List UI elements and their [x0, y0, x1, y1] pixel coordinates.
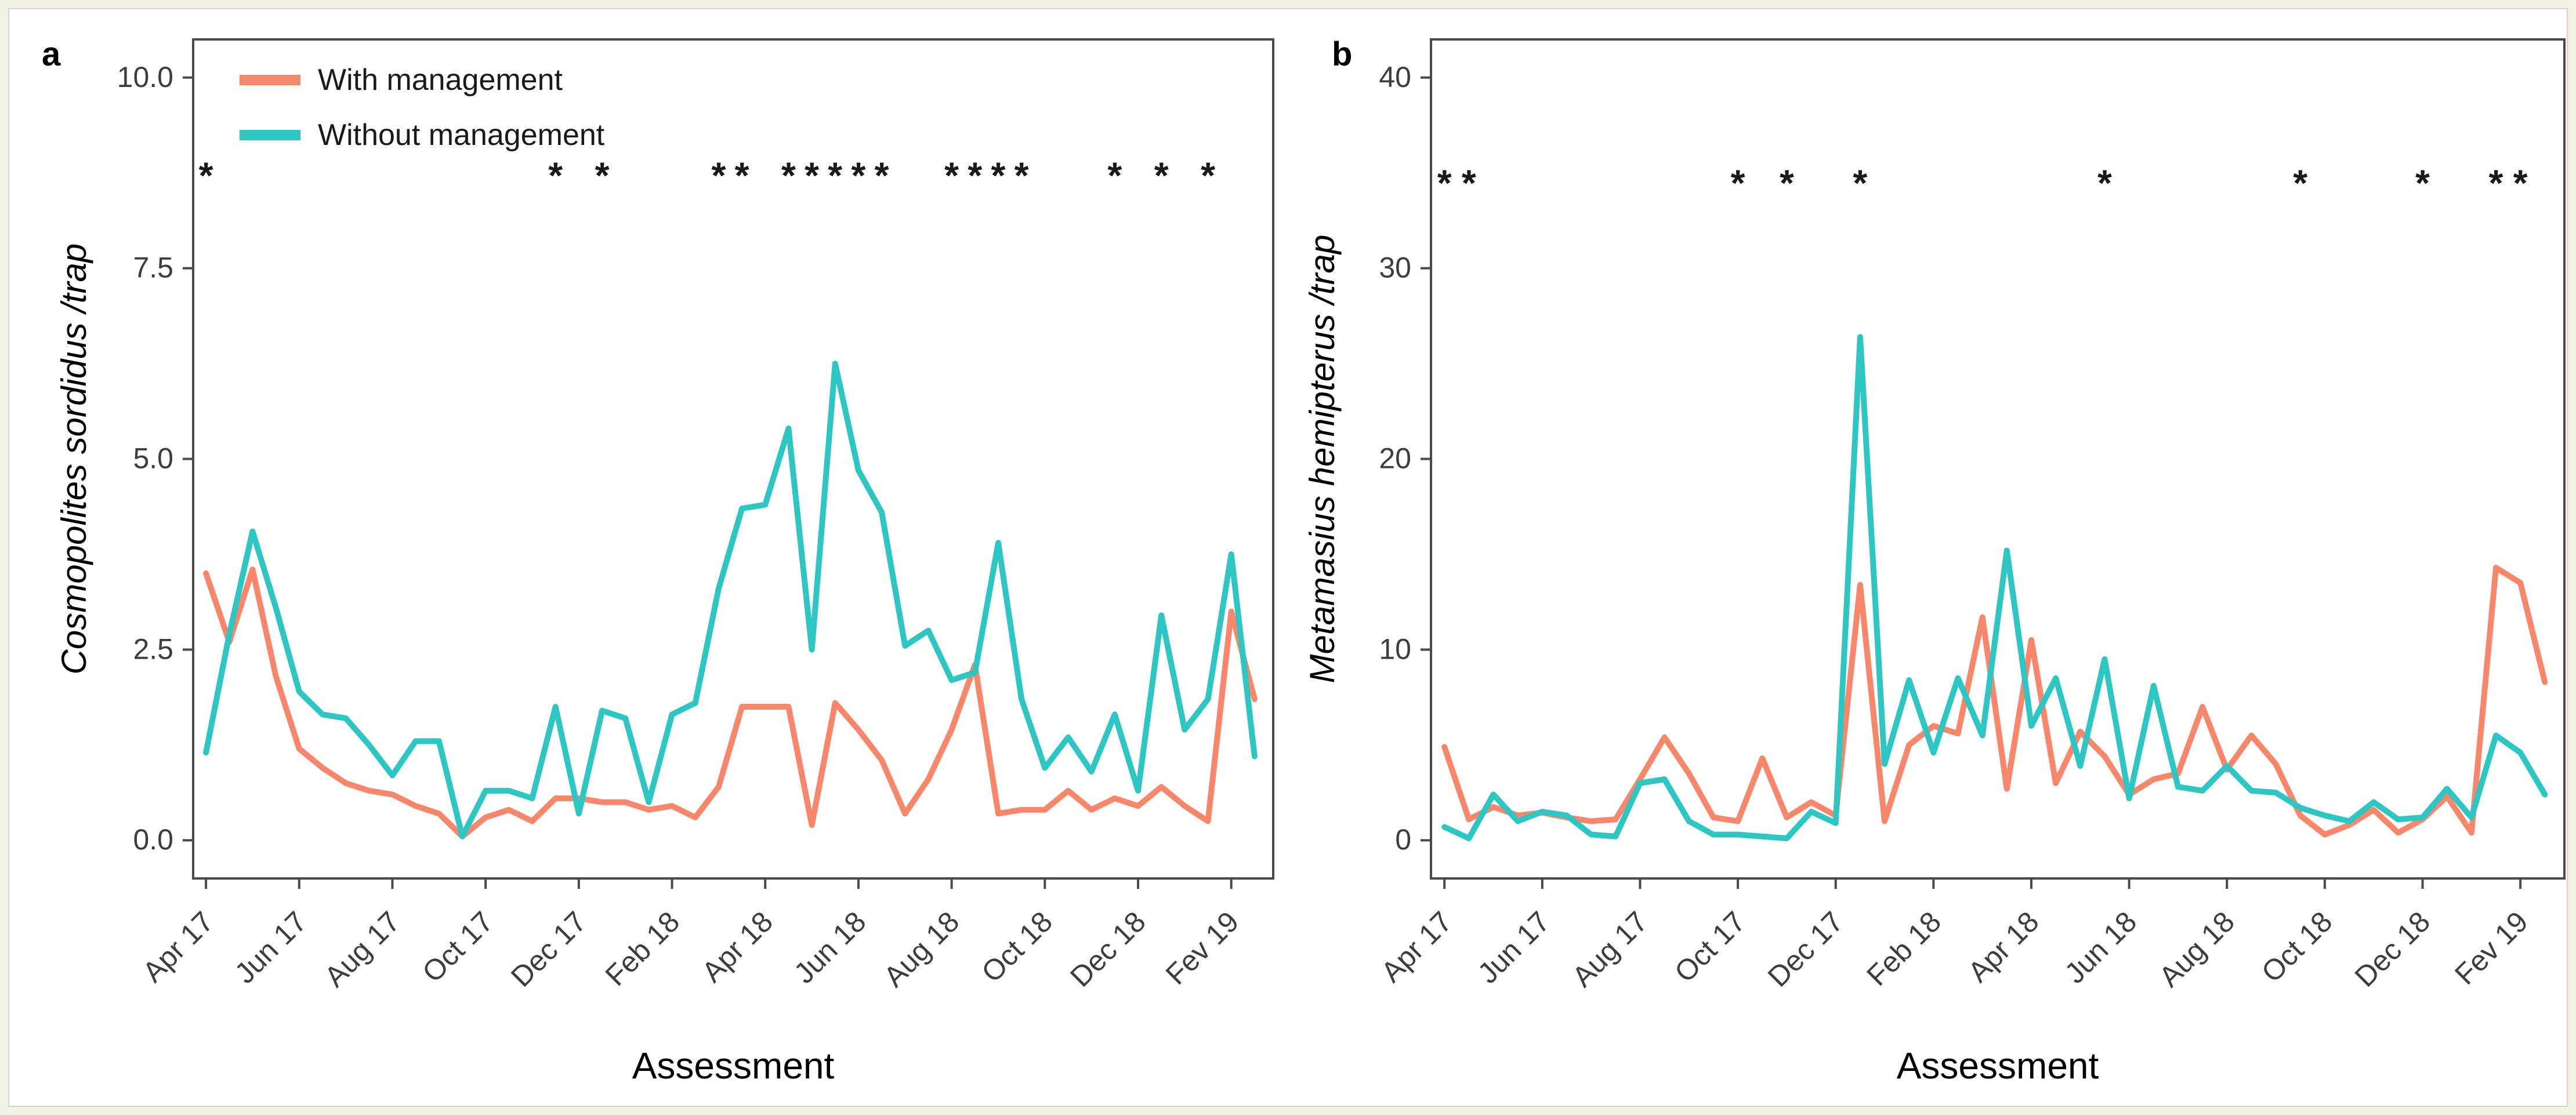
x-tick-label: Feb 18 — [599, 905, 686, 992]
significance-asterisk: * — [548, 155, 563, 197]
significance-asterisk: * — [875, 155, 889, 197]
x-tick-label: Dec 17 — [1762, 905, 1850, 993]
legend-label: With management — [318, 63, 563, 97]
x-tick-label: Aug 17 — [318, 905, 407, 993]
x-tick-label: Dec 17 — [505, 905, 593, 993]
x-tick-label: Jun 17 — [229, 905, 313, 990]
y-axis-title: Metamasius hemipterus /trap — [1303, 235, 1342, 684]
series-line-without-management — [203, 361, 1258, 840]
x-tick-label: Aug 17 — [1566, 905, 1654, 993]
y-tick-label: 10.0 — [117, 61, 173, 93]
significance-asterisk: * — [968, 155, 982, 197]
x-tick-label: Apr 18 — [1962, 905, 2045, 989]
significance-asterisk: * — [2415, 162, 2430, 204]
significance-asterisk: * — [944, 155, 959, 197]
x-tick-label: Aug 18 — [2153, 905, 2241, 993]
x-tick-label: Apr 18 — [695, 905, 779, 989]
legend-label: Without management — [318, 118, 605, 152]
significance-asterisk: * — [1437, 162, 1452, 204]
significance-asterisk: * — [1015, 155, 1029, 197]
x-axis-title: Assessment — [1897, 1045, 2099, 1087]
significance-asterisk: * — [991, 155, 1006, 197]
x-tick-label: Apr 17 — [136, 905, 220, 989]
y-tick-label: 30 — [1379, 252, 1411, 284]
significance-asterisk: * — [1107, 155, 1122, 197]
x-tick-label: Oct 18 — [975, 905, 1059, 989]
y-tick-label: 40 — [1379, 61, 1411, 93]
y-tick-label: 10 — [1379, 633, 1411, 665]
x-tick-label: Jun 18 — [2059, 905, 2143, 990]
significance-asterisk: * — [2293, 162, 2307, 204]
y-tick-label: 20 — [1379, 442, 1411, 475]
x-tick-label: Oct 17 — [416, 905, 499, 989]
significance-asterisk: * — [711, 155, 726, 197]
significance-asterisk: * — [805, 155, 819, 197]
significance-asterisk: * — [2097, 162, 2112, 204]
x-tick-label: Oct 17 — [1668, 905, 1752, 989]
y-axis-title: Cosmopolites sordidus /trap — [55, 244, 93, 675]
significance-asterisk: * — [851, 155, 865, 197]
series-line-with-management — [1441, 565, 2548, 838]
x-tick-label: Jun 17 — [1472, 905, 1556, 990]
x-tick-label: Jun 18 — [788, 905, 872, 990]
plot-border — [1430, 38, 2566, 880]
panel-letter: b — [1332, 35, 1352, 73]
significance-asterisk: * — [199, 155, 213, 197]
x-tick-label: Dec 18 — [1064, 905, 1152, 993]
panel-a: 0.0 2.5 5.0 7.5 10.0 Apr 17 Jun 17 Aug 17 Oct 17… — [42, 35, 1274, 1087]
significance-asterisk: * — [1731, 162, 1745, 204]
significance-asterisk: * — [595, 155, 610, 197]
x-tick-label: Apr 17 — [1375, 905, 1458, 989]
significance-asterisk: * — [1154, 155, 1169, 197]
y-tick-label: 0.0 — [133, 823, 173, 856]
y-tick-label: 2.5 — [133, 633, 173, 665]
x-tick-label: Fev 19 — [1160, 905, 1245, 991]
y-tick-label: 5.0 — [133, 442, 173, 475]
series-line-without-management — [1441, 334, 2548, 841]
significance-asterisk: * — [1853, 162, 1867, 204]
x-tick-label: Fev 19 — [2448, 905, 2534, 991]
series-line-with-management — [203, 566, 1258, 840]
y-tick-label: 7.5 — [133, 252, 173, 284]
significance-asterisk: * — [781, 155, 796, 197]
x-tick-label: Oct 18 — [2255, 905, 2339, 989]
significance-asterisk: * — [1780, 162, 1794, 204]
x-axis-title: Assessment — [632, 1045, 835, 1087]
panel-letter: a — [42, 35, 61, 73]
significance-asterisk: * — [1462, 162, 1476, 204]
significance-asterisk: * — [828, 155, 842, 197]
significance-asterisk: * — [1201, 155, 1215, 197]
significance-asterisk: * — [2489, 162, 2503, 204]
significance-asterisk: * — [2513, 162, 2528, 204]
y-tick-label: 0 — [1395, 823, 1411, 856]
significance-asterisk: * — [735, 155, 749, 197]
x-tick-label: Feb 18 — [1860, 905, 1947, 992]
x-tick-label: Aug 18 — [878, 905, 966, 993]
x-tick-label: Dec 18 — [2349, 905, 2437, 993]
